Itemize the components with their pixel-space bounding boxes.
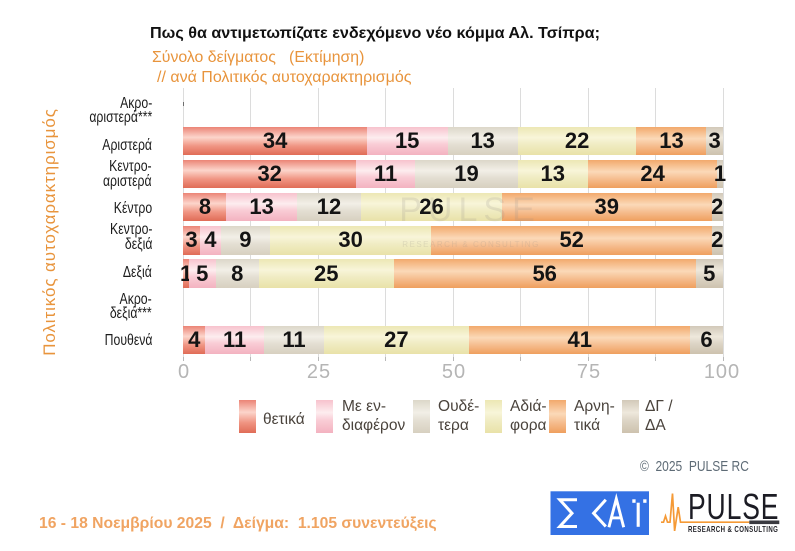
svg-text:RESEARCH & CONSULTING: RESEARCH & CONSULTING	[688, 525, 778, 534]
svg-text:PULSE: PULSE	[688, 486, 779, 527]
